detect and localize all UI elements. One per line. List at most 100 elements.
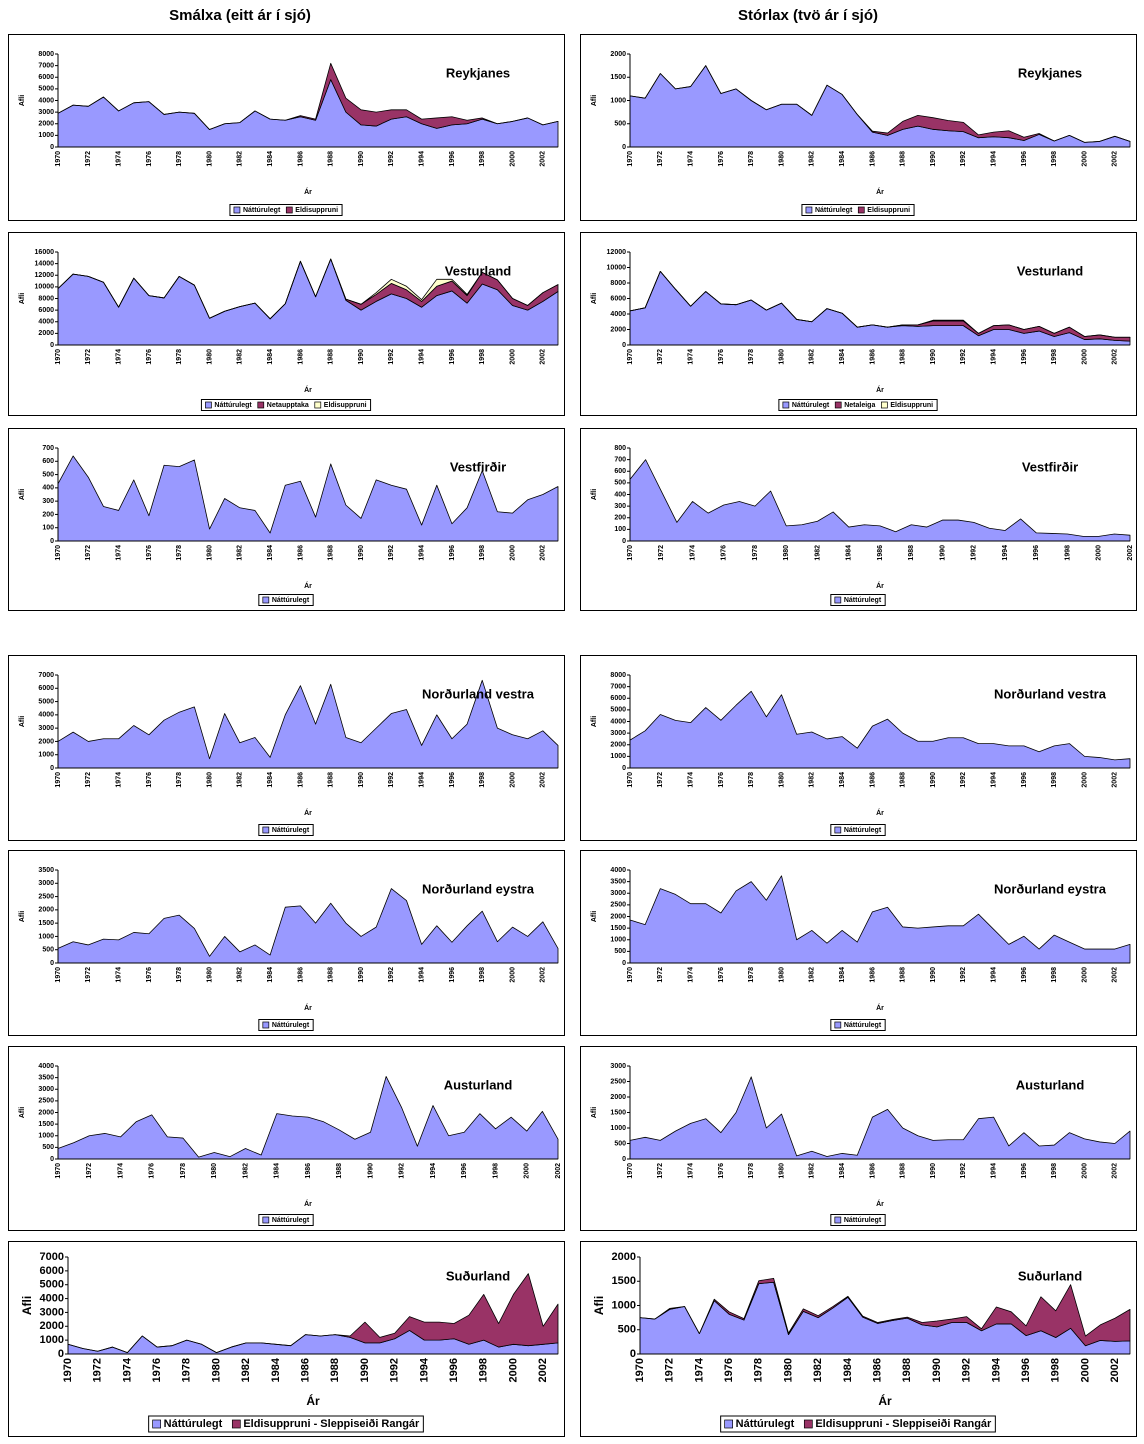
x-axis-label: Ár <box>304 581 312 590</box>
legend-swatch <box>834 1216 842 1224</box>
legend: Náttúrulegt Eldisuppruni - Sleppiseiði Ra… <box>148 1415 424 1433</box>
x-tick-label: 1994 <box>990 967 997 983</box>
y-tick-label: 500 <box>42 471 54 478</box>
x-tick-label: 1994 <box>418 967 425 983</box>
legend-box <box>778 399 938 411</box>
x-tick-label: 2002 <box>540 545 547 561</box>
legend-swatch <box>834 596 842 604</box>
x-tick-label: 1990 <box>930 1163 937 1179</box>
y-tick-label: 4000 <box>610 718 626 725</box>
x-axis-label: Ár <box>876 1003 884 1012</box>
x-tick-label: 2000 <box>509 967 516 983</box>
chart-title: Vesturland <box>445 263 512 278</box>
chart-title: Norðurland vestra <box>994 686 1107 701</box>
legend: Náttúrulegt Netaleiga Eldisuppruni <box>778 399 938 411</box>
legend-swatch <box>262 826 270 834</box>
legend-box <box>258 1019 314 1031</box>
x-tick-label: 1974 <box>687 967 694 983</box>
y-tick-label: 2000 <box>610 1094 626 1101</box>
column-header: Smálxa (eitt ár í sjó) <box>169 7 311 24</box>
legend-swatch <box>834 401 842 409</box>
x-tick-label: 1976 <box>718 349 725 365</box>
legend-label: Netaupptaka <box>267 402 309 409</box>
x-tick-label: 1978 <box>180 1163 187 1179</box>
y-tick-label: 7000 <box>38 672 54 679</box>
chart-title: Austurland <box>1016 1077 1085 1092</box>
x-tick-label: 2000 <box>1079 1358 1091 1382</box>
x-tick-label: 2002 <box>1109 1358 1121 1382</box>
y-axis-label: Afli <box>591 489 598 500</box>
legend-swatch <box>233 206 241 214</box>
y-tick-label: 3000 <box>38 109 54 116</box>
legend-box <box>830 824 886 836</box>
x-tick-label: 1992 <box>388 151 395 167</box>
x-tick-label: 1970 <box>634 1358 646 1382</box>
y-tick-label: 8000 <box>610 280 626 287</box>
legend-box <box>830 1019 886 1031</box>
x-tick-label: 1998 <box>1064 545 1071 561</box>
x-tick-label: 1974 <box>115 967 122 983</box>
x-tick-label: 2002 <box>540 151 547 167</box>
x-tick-label: 1976 <box>151 1358 163 1382</box>
x-tick-label: 1998 <box>479 967 486 983</box>
legend: Náttúrulegt Eldisuppruni - Sleppiseiði Ra… <box>720 1415 996 1433</box>
y-tick-label: 4000 <box>610 311 626 318</box>
chart-panel: 1970 1972 1974 1976 1978 1980 1982 1984 1986 1988… <box>580 1046 1137 1231</box>
y-tick-label: 300 <box>42 498 54 505</box>
x-tick-label: 1986 <box>299 1358 311 1382</box>
legend: Náttúrulegt <box>830 1214 886 1226</box>
x-tick-label: 1982 <box>237 967 244 983</box>
y-tick-label: 2500 <box>38 893 54 900</box>
legend-label: Eldisuppruni - Sleppiseiði Rangár <box>815 1418 992 1430</box>
x-axis-label: Ár <box>304 1199 312 1208</box>
legend: Náttúrulegt <box>258 1214 314 1226</box>
legend-swatch <box>262 1216 270 1224</box>
y-tick-label: 500 <box>614 1140 626 1147</box>
legend-label: Eldisuppruni <box>324 402 367 409</box>
x-tick-label: 1984 <box>839 349 846 365</box>
y-axis-label: Afli <box>19 293 26 304</box>
x-tick-label: 1972 <box>664 1358 676 1382</box>
legend-box <box>200 399 372 411</box>
x-tick-label: 1988 <box>900 772 907 788</box>
x-tick-label: 1990 <box>930 349 937 365</box>
legend-label: Eldisuppruni <box>890 402 933 409</box>
legend-label: Náttúrulegt <box>844 597 882 604</box>
legend-swatch <box>262 1021 270 1029</box>
chart-title: Reykjanes <box>1018 65 1082 80</box>
x-tick-label: 1980 <box>778 967 785 983</box>
y-tick-label: 1500 <box>38 1121 54 1128</box>
y-tick-label: 8000 <box>610 672 626 679</box>
y-tick-label: 2000 <box>610 326 626 333</box>
x-tick-label: 1984 <box>839 151 846 167</box>
legend-box <box>830 594 886 606</box>
x-tick-label: 1996 <box>461 1163 468 1179</box>
y-tick-label: 700 <box>42 445 54 452</box>
x-tick-label: 2000 <box>1096 545 1103 561</box>
y-tick-label: 2500 <box>610 1078 626 1085</box>
x-tick-label: 1990 <box>930 967 937 983</box>
y-tick-label: 3000 <box>610 730 626 737</box>
legend-label: Náttúrulegt <box>792 402 830 409</box>
y-axis-label: Afli <box>591 1107 598 1118</box>
x-tick-label: 1990 <box>931 1358 943 1382</box>
x-tick-label: 1990 <box>358 772 365 788</box>
x-tick-label: 1992 <box>399 1163 406 1179</box>
x-tick-label: 1994 <box>418 349 425 365</box>
y-axis-label: Afli <box>591 911 598 922</box>
x-tick-label: 1998 <box>1051 1163 1058 1179</box>
legend-swatch <box>314 401 322 409</box>
x-tick-label: 1978 <box>748 967 755 983</box>
y-tick-label: 0 <box>50 342 54 349</box>
x-tick-label: 1972 <box>657 151 664 167</box>
x-axis-label: Ár <box>306 1393 320 1408</box>
legend-swatch <box>834 1021 842 1029</box>
x-tick-label: 1976 <box>149 1163 156 1179</box>
chart-panel: 1970 1972 1974 1976 1978 1980 1982 1984 1986 1988… <box>580 428 1137 611</box>
y-axis-label: Afli <box>19 716 26 727</box>
x-tick-label: 2002 <box>540 967 547 983</box>
x-tick-label: 1986 <box>305 1163 312 1179</box>
x-tick-label: 1988 <box>900 349 907 365</box>
x-tick-label: 1982 <box>237 545 244 561</box>
x-tick-label: 1974 <box>687 151 694 167</box>
